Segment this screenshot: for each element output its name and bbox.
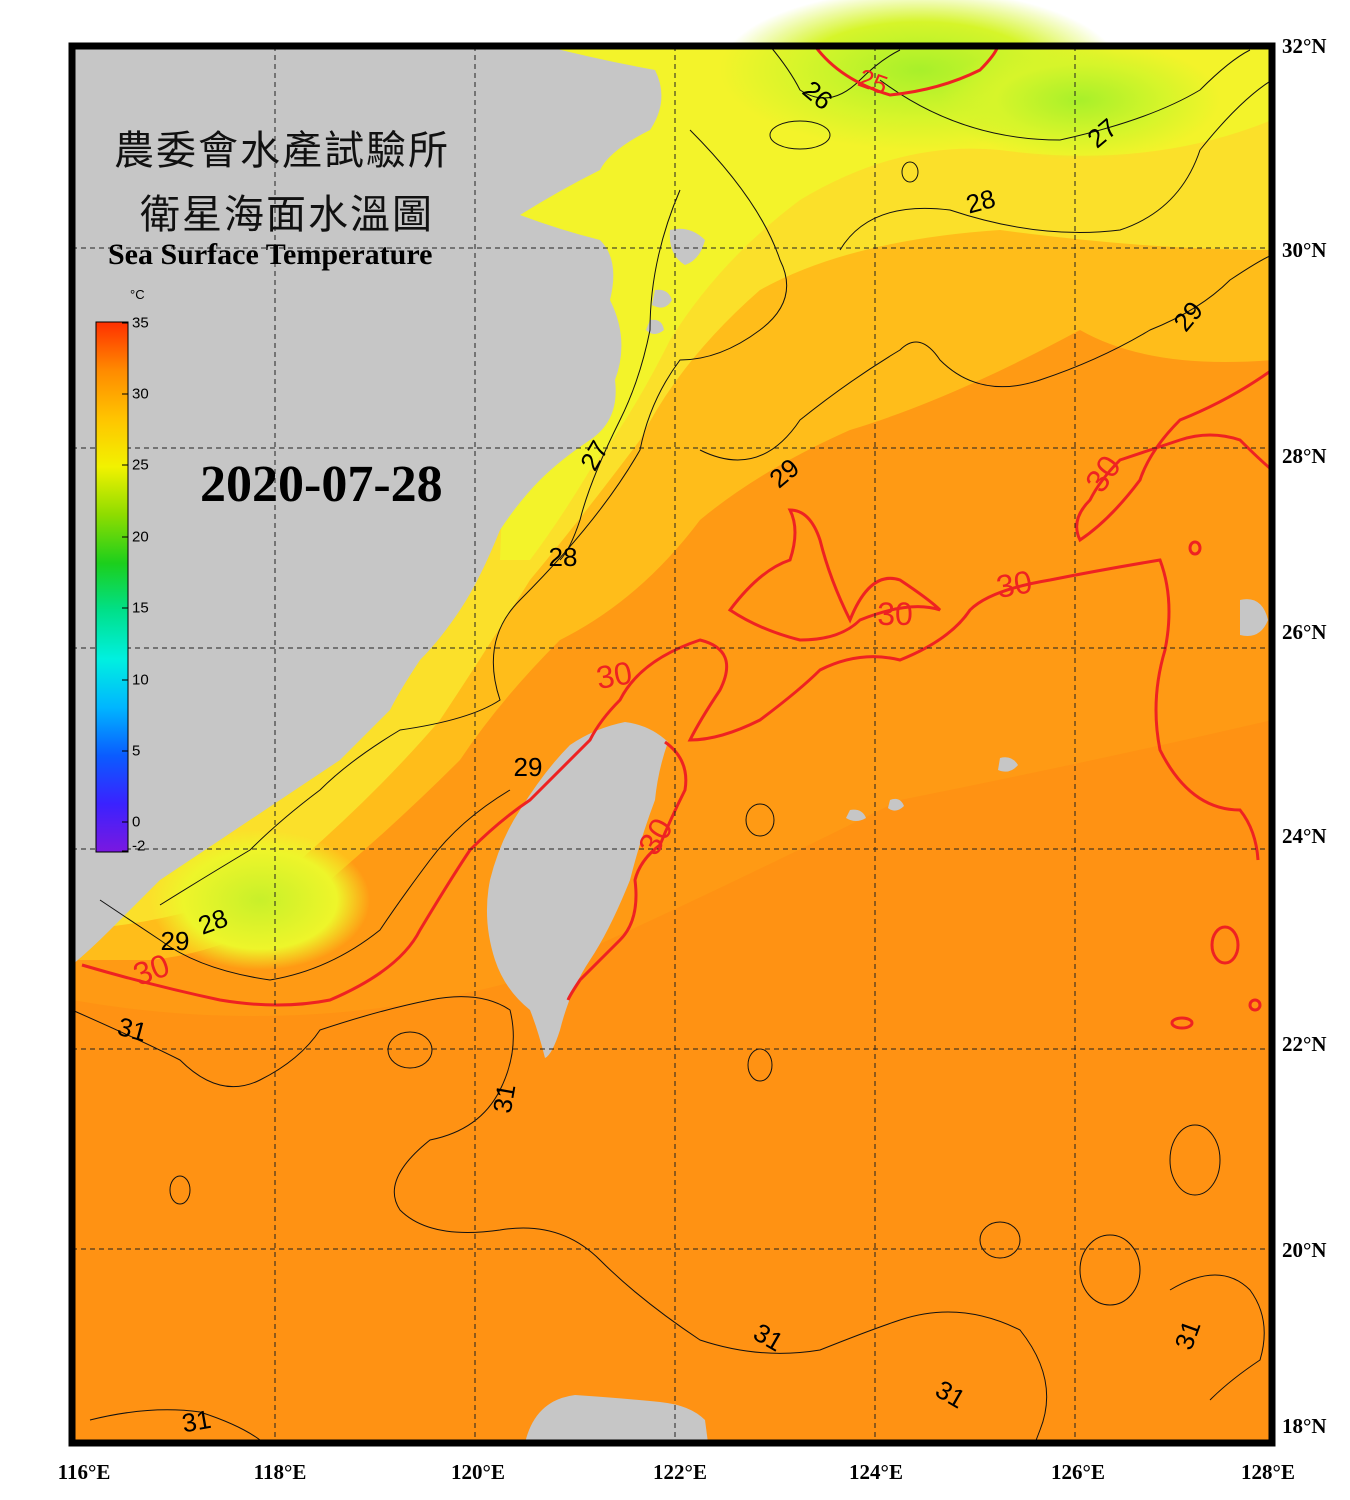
lon-label: 128°E bbox=[1241, 1460, 1295, 1484]
colorbar-ticks bbox=[122, 322, 128, 852]
isotherm-31-far-east bbox=[1169, 1274, 1265, 1401]
isotherm-29-west bbox=[99, 789, 511, 981]
colorbar bbox=[95, 321, 129, 853]
taiwan bbox=[486, 722, 668, 1058]
lon-label: 124°E bbox=[849, 1460, 903, 1484]
colorbar-tick-label: 5 bbox=[132, 742, 141, 760]
title-chinese-line2: 衛星海面水溫圖 bbox=[140, 192, 434, 238]
lat-label: 30°N bbox=[1282, 238, 1327, 262]
title-chinese-line1: 農委會水產試驗所 bbox=[114, 128, 450, 174]
isotherm-28-north bbox=[159, 129, 788, 906]
colorbar-tick-label: 0 bbox=[132, 813, 141, 831]
contour-label: 31 bbox=[487, 1082, 522, 1116]
isotherm-29-north bbox=[699, 254, 1273, 461]
zhoushan-islands bbox=[646, 228, 705, 334]
lon-label: 120°E bbox=[451, 1460, 505, 1484]
colorbar-tick-label: 25 bbox=[132, 456, 149, 474]
isotherm-27-coast bbox=[559, 189, 681, 561]
isotherm-26 bbox=[769, 45, 901, 99]
isotherm-30-east-coast bbox=[566, 740, 688, 1001]
colorbar-tick-label: 20 bbox=[132, 528, 149, 546]
colorbar-tick-label: -2 bbox=[132, 837, 146, 855]
isotherm-30-northeast bbox=[1075, 368, 1273, 543]
isotherm-27-north bbox=[879, 49, 1251, 141]
lat-label: 18°N bbox=[1282, 1414, 1327, 1438]
isotherm-31-south bbox=[89, 1409, 261, 1441]
isotherms-black bbox=[71, 45, 1273, 1444]
mainland-china bbox=[72, 46, 662, 965]
lon-label: 118°E bbox=[253, 1460, 307, 1484]
title-english: Sea Surface Temperature bbox=[108, 238, 433, 271]
colorbar-tick-label: 30 bbox=[132, 385, 149, 403]
isotherm-30-main bbox=[81, 558, 1260, 1007]
lon-label: 116°E bbox=[57, 1460, 111, 1484]
colorbar-unit: °C bbox=[130, 287, 145, 302]
isotherm-31-southwest bbox=[71, 996, 901, 1354]
isotherms-30 bbox=[81, 45, 1273, 1030]
contour-label: 30 bbox=[993, 563, 1034, 605]
contour-label: 31 bbox=[180, 1404, 214, 1439]
lat-label: 24°N bbox=[1282, 824, 1327, 848]
lat-label: 20°N bbox=[1282, 1238, 1327, 1262]
lat-label: 22°N bbox=[1282, 1032, 1327, 1056]
graticule bbox=[72, 46, 1272, 1443]
lat-label: 28°N bbox=[1282, 444, 1327, 468]
contour-label: 29 bbox=[514, 752, 543, 782]
isotherm-25 bbox=[813, 45, 1000, 97]
isotherm-28-east bbox=[839, 79, 1273, 251]
isotherm-30-island bbox=[727, 508, 942, 642]
contour-label: 30 bbox=[593, 654, 634, 696]
land bbox=[72, 46, 1268, 1443]
contour-label: 28 bbox=[549, 542, 578, 572]
lat-label: 26°N bbox=[1282, 620, 1327, 644]
map-frame bbox=[68, 42, 1276, 1447]
lon-label: 122°E bbox=[653, 1460, 707, 1484]
contour-label: 30 bbox=[877, 596, 913, 632]
colorbar-tick-label: 10 bbox=[132, 671, 149, 689]
luzon bbox=[525, 1395, 708, 1443]
isotherm-31-east bbox=[899, 1311, 1048, 1444]
colorbar-tick-label: 15 bbox=[132, 599, 149, 617]
colorbar-tick-label: 35 bbox=[132, 314, 149, 332]
colorbar-fill bbox=[95, 321, 129, 853]
map-date: 2020-07-28 bbox=[200, 456, 443, 513]
contour-label: 29 bbox=[161, 926, 190, 956]
lon-label: 126°E bbox=[1051, 1460, 1105, 1484]
lat-label: 32°N bbox=[1282, 34, 1327, 58]
